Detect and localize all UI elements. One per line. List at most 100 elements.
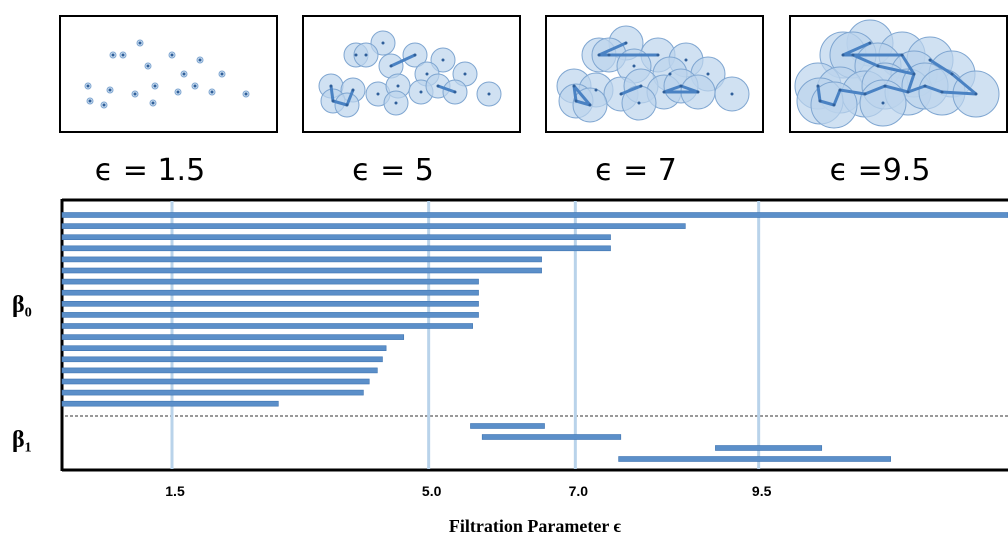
point bbox=[245, 93, 248, 96]
chart: Filtration Parameter ϵ ϵ = 1.5ϵ = 5ϵ = 7… bbox=[0, 0, 1008, 543]
snapshot-frame bbox=[60, 16, 277, 132]
point bbox=[595, 89, 598, 92]
point bbox=[437, 85, 440, 88]
point bbox=[852, 54, 855, 57]
point bbox=[352, 89, 355, 92]
point bbox=[924, 85, 927, 88]
bar bbox=[715, 446, 821, 451]
point bbox=[134, 93, 137, 96]
bar bbox=[62, 246, 611, 251]
point bbox=[395, 102, 398, 105]
bar bbox=[62, 357, 382, 362]
point bbox=[397, 85, 400, 88]
point bbox=[640, 85, 643, 88]
point bbox=[488, 93, 491, 96]
point bbox=[382, 42, 385, 45]
point bbox=[365, 54, 368, 57]
point bbox=[183, 73, 186, 76]
bar bbox=[482, 435, 621, 440]
point bbox=[839, 89, 842, 92]
point bbox=[420, 91, 423, 94]
bar bbox=[62, 401, 278, 406]
bar bbox=[470, 424, 544, 429]
point bbox=[817, 85, 820, 88]
point bbox=[941, 91, 944, 94]
point bbox=[147, 65, 150, 68]
snapshot-label: ϵ =9.5 bbox=[830, 153, 931, 188]
point bbox=[390, 65, 393, 68]
point bbox=[951, 73, 954, 76]
bar bbox=[619, 457, 891, 462]
point bbox=[199, 59, 202, 62]
point bbox=[221, 73, 224, 76]
point bbox=[177, 91, 180, 94]
point bbox=[139, 42, 142, 45]
point bbox=[112, 54, 115, 57]
point bbox=[171, 54, 174, 57]
x-axis-title: Filtration Parameter ϵ bbox=[449, 516, 622, 536]
point bbox=[414, 54, 417, 57]
bar bbox=[62, 379, 369, 384]
point bbox=[154, 85, 157, 88]
bar bbox=[62, 390, 363, 395]
bar bbox=[62, 368, 377, 373]
legend-label: β₀ bbox=[12, 292, 32, 318]
bar bbox=[62, 324, 473, 329]
point bbox=[884, 85, 887, 88]
x-tick-label: 5.0 bbox=[422, 483, 442, 499]
bar bbox=[62, 213, 1008, 218]
edge bbox=[331, 86, 333, 101]
point bbox=[464, 73, 467, 76]
point bbox=[377, 93, 380, 96]
point bbox=[211, 91, 214, 94]
page: {"chart_data": { "type": "barcode", "x_l… bbox=[0, 0, 1008, 543]
point bbox=[929, 59, 932, 62]
point bbox=[869, 42, 872, 45]
edge bbox=[942, 92, 976, 94]
point bbox=[87, 85, 90, 88]
point bbox=[707, 73, 710, 76]
point bbox=[669, 73, 672, 76]
point bbox=[697, 91, 700, 94]
bar bbox=[62, 301, 479, 306]
point bbox=[122, 54, 125, 57]
point bbox=[442, 59, 445, 62]
x-tick-label: 1.5 bbox=[165, 483, 185, 499]
point bbox=[332, 100, 335, 103]
bar bbox=[62, 312, 479, 317]
point bbox=[620, 93, 623, 96]
point bbox=[575, 100, 578, 103]
point bbox=[103, 104, 106, 107]
point bbox=[663, 91, 666, 94]
point bbox=[731, 93, 734, 96]
snapshots bbox=[60, 16, 1007, 132]
bar bbox=[62, 290, 479, 295]
point bbox=[355, 54, 358, 57]
point bbox=[426, 73, 429, 76]
snapshot-label: ϵ = 5 bbox=[352, 153, 434, 188]
x-tick-label: 7.0 bbox=[569, 483, 589, 499]
point bbox=[680, 85, 683, 88]
point bbox=[633, 65, 636, 68]
snapshot-frame bbox=[303, 16, 520, 132]
bar bbox=[62, 268, 542, 273]
point bbox=[109, 89, 112, 92]
bar bbox=[62, 346, 386, 351]
x-tick-label: 9.5 bbox=[752, 483, 772, 499]
point bbox=[877, 65, 880, 68]
point bbox=[589, 104, 592, 107]
point bbox=[454, 91, 457, 94]
point bbox=[864, 93, 867, 96]
point bbox=[907, 91, 910, 94]
edge bbox=[818, 86, 820, 101]
point bbox=[346, 104, 349, 107]
point bbox=[882, 102, 885, 105]
point bbox=[901, 54, 904, 57]
point bbox=[89, 100, 92, 103]
point bbox=[833, 104, 836, 107]
point bbox=[685, 59, 688, 62]
bar bbox=[62, 224, 685, 229]
snapshot-label: ϵ = 1.5 bbox=[95, 153, 205, 188]
bar bbox=[62, 235, 611, 240]
point bbox=[913, 73, 916, 76]
